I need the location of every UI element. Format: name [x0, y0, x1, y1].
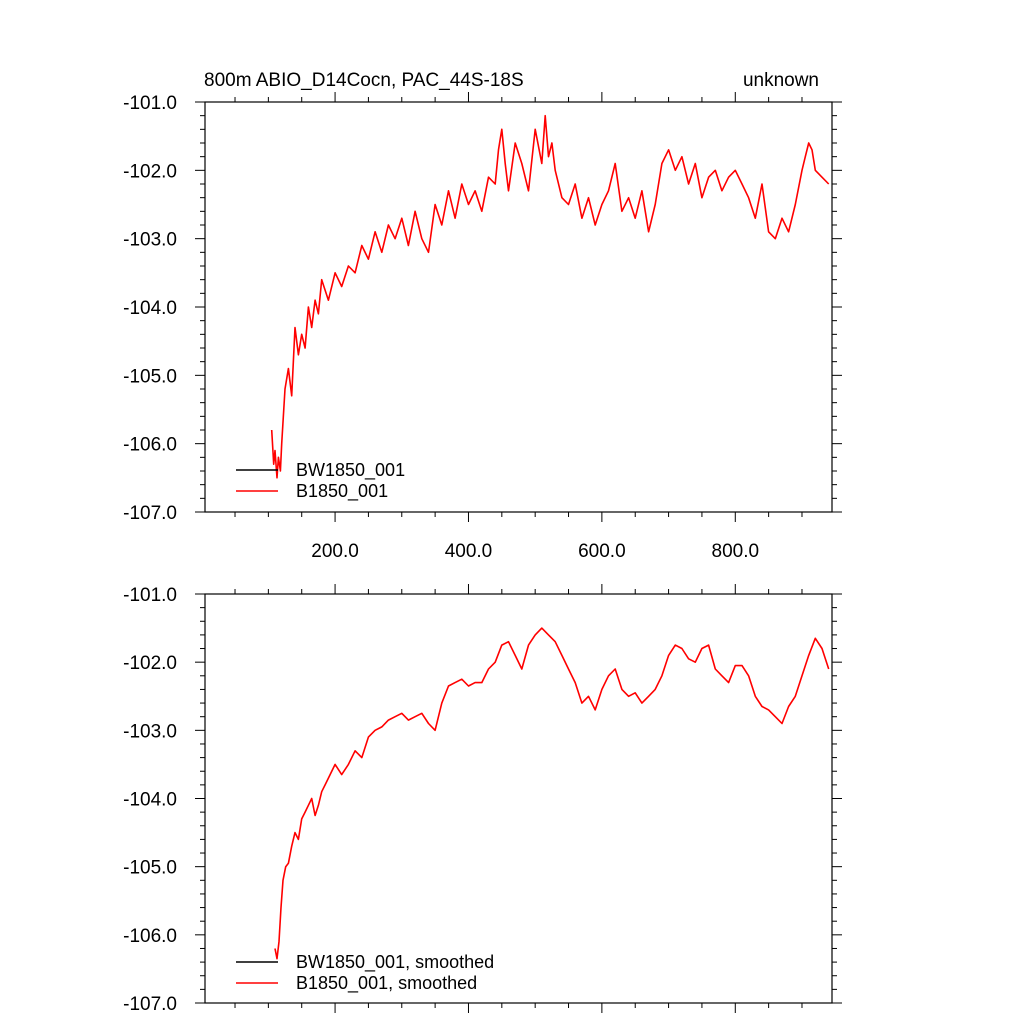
y-tick-label: -102.0: [123, 161, 177, 182]
y-tick-label: -102.0: [123, 653, 177, 674]
y-tick-label: -103.0: [123, 721, 177, 742]
y-tick-label: -101.0: [123, 93, 177, 114]
x-tick-label: 800.0: [712, 541, 760, 562]
chart-right-title: unknown: [743, 70, 819, 91]
series-line-b1850-001-smoothed: [274, 627, 830, 960]
y-tick-label: -101.0: [123, 585, 177, 606]
x-tick-label: 200.0: [311, 541, 359, 562]
legend-label: BW1850_001: [296, 460, 405, 481]
y-tick-label: -106.0: [123, 926, 177, 947]
y-tick-label: -105.0: [123, 858, 177, 879]
chart-title: 800m ABIO_D14Cocn, PAC_44S-18S: [204, 70, 524, 91]
legend-label: B1850_001: [296, 481, 388, 502]
legend-label: BW1850_001, smoothed: [296, 952, 494, 973]
y-tick-label: -107.0: [123, 503, 177, 524]
legend-label: B1850_001, smoothed: [296, 973, 477, 994]
panel-smoothed: -107.0 -106.0 -105.0 -104.0 -103.0 -102.0 -101…: [123, 584, 842, 1015]
y-tick-label: -107.0: [123, 994, 177, 1015]
panel-raw: 800m ABIO_D14Cocn, PAC_44S-18S unknown 2…: [123, 70, 842, 562]
series-line-b1850-001: [270, 114, 830, 479]
y-tick-label: -104.0: [123, 790, 177, 811]
y-tick-label: -105.0: [123, 366, 177, 387]
y-tick-label: -103.0: [123, 230, 177, 251]
y-tick-label: -104.0: [123, 298, 177, 319]
y-tick-label: -106.0: [123, 435, 177, 456]
x-tick-label: 600.0: [578, 541, 626, 562]
x-tick-label: 400.0: [445, 541, 493, 562]
